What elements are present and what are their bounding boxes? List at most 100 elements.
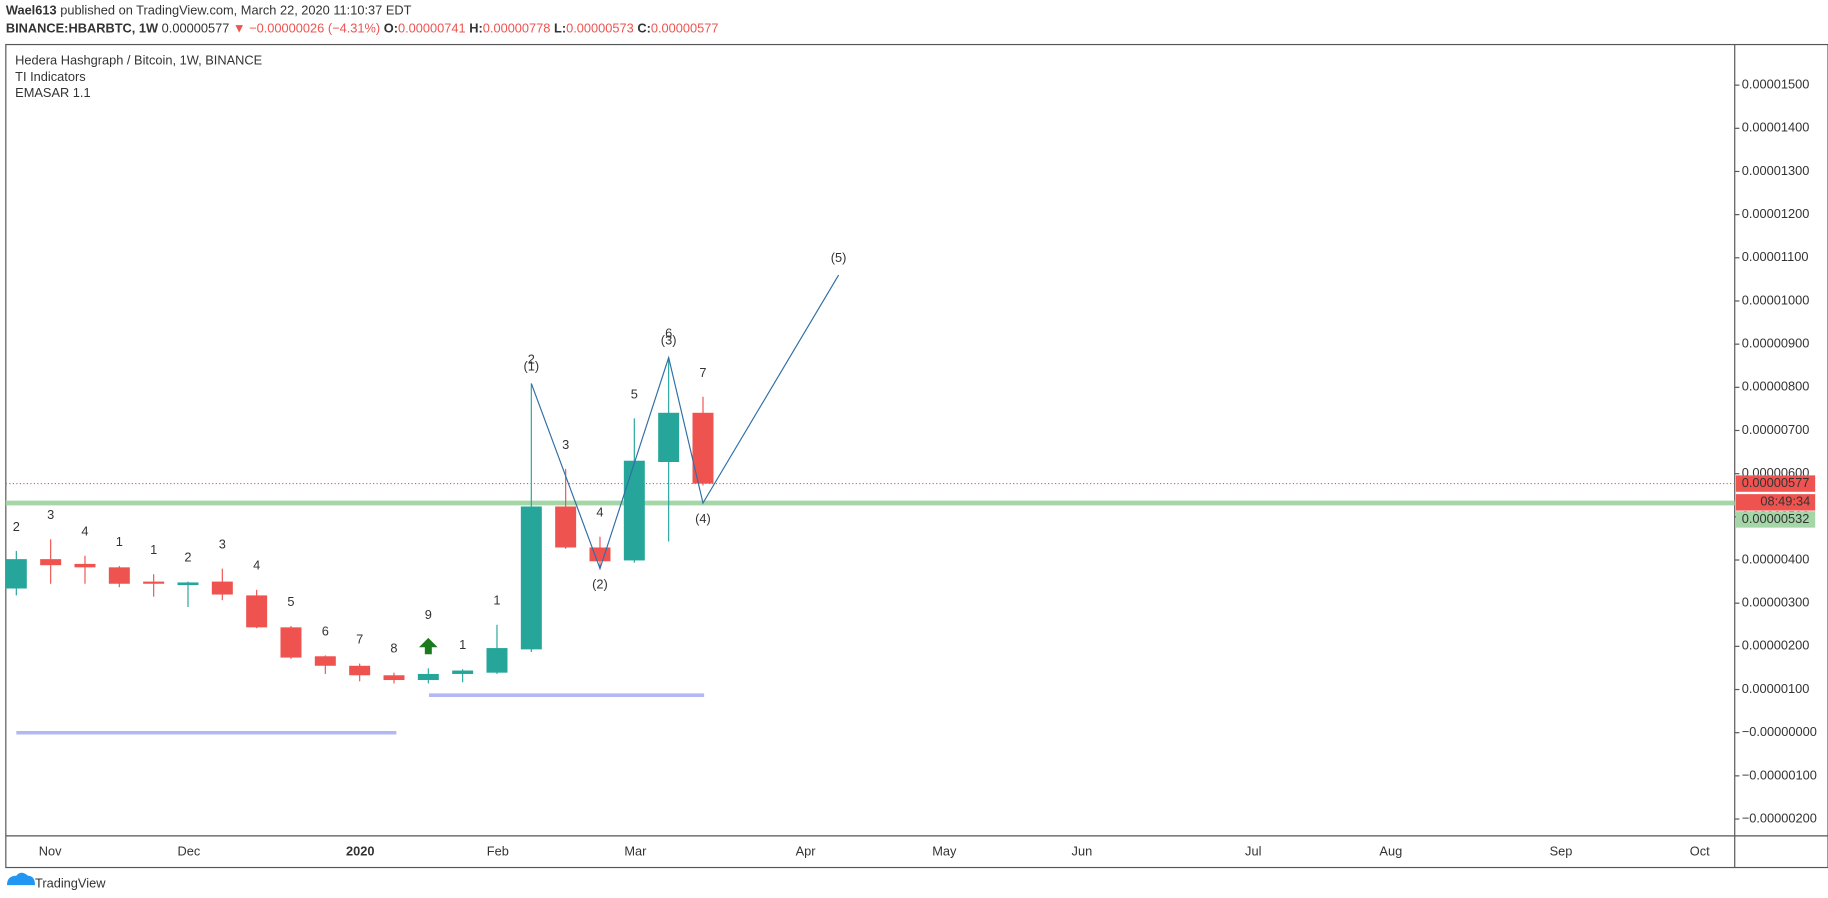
legend-title: Hedera Hashgraph / Bitcoin, 1W, BINANCE (15, 52, 262, 67)
candle-body (486, 648, 508, 673)
y-tick-label: 0.00001200 (1742, 206, 1810, 221)
wave-label: (4) (695, 511, 711, 526)
x-tick-label: 2020 (346, 844, 374, 859)
l: 0.00000573 (566, 21, 634, 36)
last-price-label: 0.00000577 (1742, 475, 1810, 490)
count-label: 4 (253, 558, 260, 573)
candle-body (5, 559, 27, 589)
candle-body (623, 460, 645, 561)
legend-indicator: EMASAR 1.1 (15, 85, 90, 100)
count-label: 6 (665, 325, 672, 340)
count-label: 1 (493, 593, 500, 608)
c: 0.00000577 (651, 21, 719, 36)
y-tick-label: 0.00000400 (1742, 551, 1810, 566)
footer-brand: TradingView (35, 875, 106, 890)
count-label: 4 (596, 505, 603, 520)
header-line2: BINANCE:HBARBTC, 1W 0.00000577 ▼ −0.0000… (6, 21, 719, 36)
x-tick-label: May (932, 844, 957, 859)
y-tick-label: 0.00001500 (1742, 76, 1810, 91)
buy-arrow (418, 637, 438, 655)
wave-label: (5) (831, 250, 847, 265)
x-tick-label: Oct (1690, 844, 1710, 859)
y-tick-label: 0.00001400 (1742, 120, 1810, 135)
x-tick-label: Mar (624, 844, 647, 859)
count-label: 3 (219, 537, 226, 552)
wave-label: (1) (523, 358, 539, 373)
o: 0.00000741 (398, 21, 466, 36)
y-tick-label: 0.00001300 (1742, 163, 1810, 178)
l-label: L: (554, 21, 566, 36)
x-tick-label: Jul (1245, 844, 1261, 859)
candle-body (211, 581, 233, 595)
o-label: O: (384, 21, 398, 36)
x-tick-label: Dec (177, 844, 200, 859)
h-label: H: (469, 21, 483, 36)
count-label: 3 (47, 507, 54, 522)
support-price-box (1735, 511, 1816, 528)
wave-label: (2) (592, 576, 608, 591)
candle-body (314, 656, 336, 666)
candle-body (349, 665, 371, 676)
candle-body (658, 412, 680, 463)
candle-body (692, 412, 714, 484)
y-tick-label: 0.00000100 (1742, 681, 1810, 696)
y-tick-label: 0.00000300 (1742, 595, 1810, 610)
countdown-box (1735, 494, 1816, 511)
legend-indicator: TI Indicators (15, 69, 85, 84)
x-tick-label: Aug (1379, 844, 1402, 859)
header-line1: Wael613 published on TradingView.com, Ma… (6, 3, 412, 18)
candle-body (177, 582, 199, 586)
y-tick-label: 0.00001000 (1742, 292, 1810, 307)
symbol: BINANCE:HBARBTC, 1W (6, 21, 159, 36)
count-label: 2 (184, 550, 191, 565)
count-label: 5 (287, 594, 294, 609)
y-tick-label: −0.00000200 (1742, 810, 1817, 825)
y-tick-label: 0.00000200 (1742, 638, 1810, 653)
y-tick-label: −0.00000100 (1742, 767, 1817, 782)
wave-line (530, 274, 840, 571)
x-tick-label: Sep (1550, 844, 1573, 859)
candle-body (452, 670, 474, 674)
count-label: 1 (150, 542, 157, 557)
y-tick-label: 0.00001100 (1742, 249, 1809, 264)
frame (5, 43, 1828, 869)
count-label: 8 (390, 641, 397, 656)
x-tick-label: Apr (796, 844, 817, 859)
candle-body (520, 506, 542, 650)
x-tick-label: Nov (39, 844, 62, 859)
count-label: 4 (81, 524, 88, 539)
count-label: 5 (631, 386, 638, 401)
y-tick-label: −0.00000000 (1742, 724, 1817, 739)
countdown-label: 08:49:34 (1760, 494, 1810, 509)
x-tick-label: Feb (487, 844, 509, 859)
h: 0.00000778 (483, 21, 551, 36)
change: ▼ −0.00000026 (−4.31%) (233, 21, 380, 36)
candle-body (74, 563, 96, 568)
count-label: 9 (425, 607, 432, 622)
count-label: 1 (459, 637, 466, 652)
candle-body (383, 675, 405, 681)
logo-icon (6, 872, 35, 886)
count-label: 2 (13, 519, 20, 534)
x-tick-label: Jun (1072, 844, 1093, 859)
publisher: Wael613 (6, 3, 57, 18)
count-label: 3 (562, 437, 569, 452)
candle-body (246, 595, 268, 628)
candle-body (40, 559, 62, 566)
count-label: 2 (528, 351, 535, 366)
candle-body (143, 581, 165, 584)
y-tick-label: 0.00000900 (1742, 336, 1810, 351)
count-label: 7 (356, 632, 363, 647)
count-label: 6 (322, 623, 329, 638)
candle-body (108, 567, 130, 584)
wave-label: (3) (661, 332, 677, 347)
published: published on TradingView.com, March 22, … (60, 3, 411, 18)
candle-body (417, 673, 439, 681)
y-tick-label: 0.00000800 (1742, 379, 1810, 394)
last-price-box (1735, 475, 1816, 492)
candle-body (555, 506, 577, 548)
candle-body (280, 627, 302, 658)
c-label: C: (637, 21, 651, 36)
